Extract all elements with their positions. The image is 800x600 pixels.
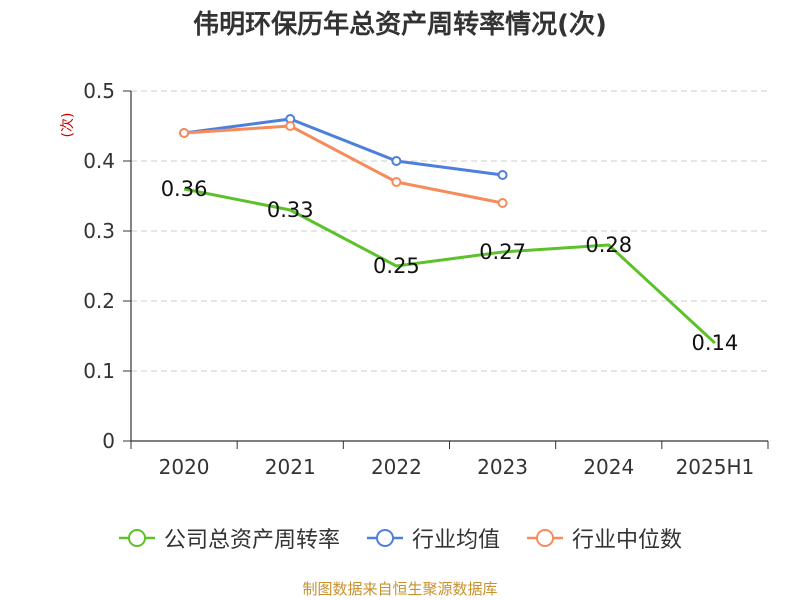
legend-item: 行业中位数 — [526, 522, 682, 554]
legend-label: 行业均值 — [411, 528, 500, 553]
data-point — [391, 156, 402, 166]
x-tick-label: 2021 — [265, 455, 316, 479]
x-tick-label: 2020 — [159, 455, 210, 479]
data-point — [391, 177, 402, 187]
data-point — [285, 121, 296, 131]
data-source-note: 制图数据来自恒生聚源数据库 — [302, 580, 498, 598]
legend-label: 行业中位数 — [572, 528, 683, 553]
legend-item: 行业均值 — [366, 522, 500, 554]
x-tick-label: 2024 — [583, 455, 634, 479]
legend-item: 公司总资产周转率 — [118, 522, 340, 554]
series-line — [183, 117, 503, 177]
data-label: 0.33 — [267, 198, 314, 222]
data-label: 0.36 — [161, 177, 208, 201]
legend-marker — [127, 529, 146, 547]
series-line — [183, 124, 503, 205]
legend-swatch — [366, 529, 403, 547]
data-label: 0.14 — [692, 331, 739, 355]
data-label: 0.25 — [373, 254, 420, 278]
data-label: 0.28 — [585, 233, 632, 257]
y-tick-label: 0 — [102, 429, 115, 453]
y-tick-label: 0.2 — [83, 289, 115, 313]
x-tick-label: 2025H1 — [676, 455, 755, 479]
legend-swatch — [118, 529, 155, 547]
y-tick-label: 0.4 — [83, 149, 115, 173]
y-tick-label: 0.1 — [83, 359, 115, 383]
data-point — [497, 198, 508, 208]
y-tick-label: 0.3 — [83, 219, 115, 243]
y-axis-label: (次) — [60, 113, 76, 138]
x-tick-label: 2022 — [371, 455, 422, 479]
data-point — [179, 128, 190, 138]
data-label: 0.27 — [479, 240, 526, 264]
legend-swatch — [527, 529, 563, 547]
y-tick-label: 0.5 — [83, 79, 115, 103]
series-line — [183, 187, 716, 345]
x-tick-label: 2023 — [477, 455, 528, 479]
data-point — [497, 170, 508, 180]
legend-marker — [536, 529, 554, 547]
chart-legend: 公司总资产周转率 行业均值 行业中位数 — [0, 520, 800, 556]
legend-label: 公司总资产周转率 — [163, 528, 340, 553]
chart-title: 伟明环保历年总资产周转率情况(次) — [193, 10, 607, 40]
legend-marker — [375, 529, 394, 547]
